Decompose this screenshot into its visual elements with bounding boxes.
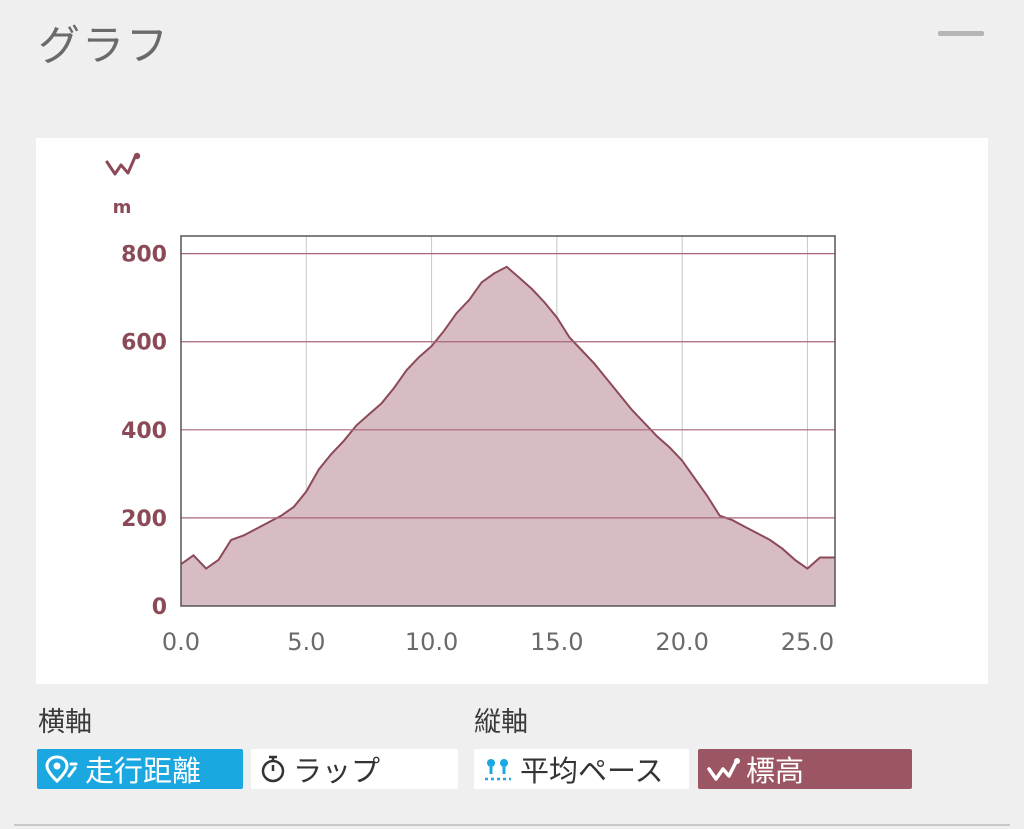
elevation-area: [181, 266, 835, 606]
map-pin-icon: [45, 754, 79, 784]
x-tick-label: 20.0: [655, 628, 708, 656]
pace-icon: [482, 754, 514, 784]
y-axis-elevation-button[interactable]: 標高: [698, 749, 912, 789]
y-tick-label: 0: [152, 595, 167, 620]
elevation-chart-card: m 0 200 400 600 800 0.0 5.0 10.0 15.0 20.0 25.0: [36, 138, 988, 684]
elevation-line: [180, 265, 835, 570]
x-tick-label: 5.0: [287, 628, 325, 656]
elevation-chart: m 0 200 400 600 800 0.0 5.0 10.0 15.0 20.0 25.0: [105, 152, 836, 656]
panel-title: グラフ: [38, 21, 171, 70]
y-tick-label: 400: [121, 419, 167, 444]
vertical-axis-label: 縦軸: [474, 707, 528, 738]
y-axis-elevation-label: 標高: [746, 754, 805, 788]
bottom-divider: [14, 824, 1010, 826]
y-axis-pace-button[interactable]: 平均ペース: [474, 749, 689, 789]
y-tick-label: 600: [121, 331, 167, 356]
horizontal-axis-label: 横軸: [38, 707, 92, 738]
y-tick-label: 200: [121, 507, 167, 532]
plot-frame: [180, 235, 836, 607]
x-tick-label: 15.0: [530, 628, 583, 656]
x-axis-lap-label: ラップ: [293, 754, 381, 788]
y-axis-pace-label: 平均ペース: [520, 754, 664, 788]
collapse-button[interactable]: [938, 31, 984, 36]
x-tick-label: 25.0: [781, 628, 834, 656]
stopwatch-icon: [259, 754, 287, 784]
y-tick-label: 800: [121, 243, 167, 268]
x-tick-label: 0.0: [162, 628, 200, 656]
x-axis-distance-label: 走行距離: [85, 754, 202, 788]
x-axis-lap-button[interactable]: ラップ: [251, 749, 458, 789]
y-unit-label: m: [113, 197, 132, 218]
x-tick-label: 10.0: [405, 628, 458, 656]
x-axis-distance-button[interactable]: 走行距離: [37, 749, 243, 789]
elevation-icon: [105, 152, 141, 176]
elevation-icon: [706, 754, 740, 784]
